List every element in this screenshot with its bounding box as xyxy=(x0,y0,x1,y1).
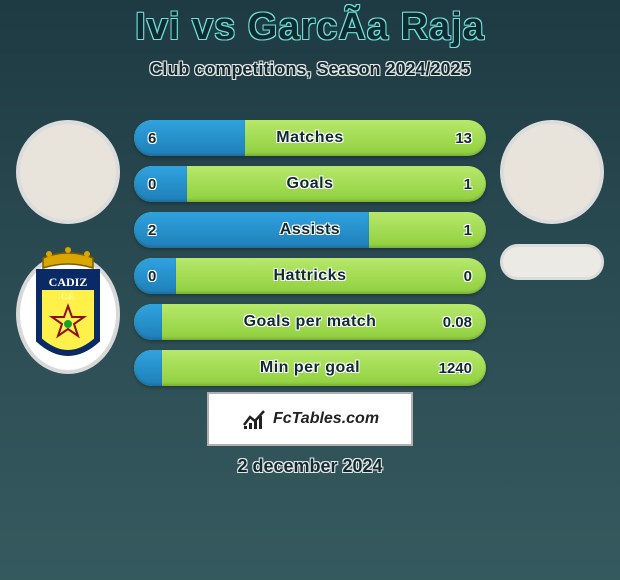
stat-bar: Min per goal1240 xyxy=(134,350,486,386)
right-player-column xyxy=(492,120,612,280)
stat-value-right: 1 xyxy=(464,212,472,248)
stat-label: Assists xyxy=(134,212,486,248)
comparison-card: Ivi vs GarcÃa Raja Club competitions, Se… xyxy=(0,0,620,580)
stat-value-right: 1240 xyxy=(439,350,472,386)
stat-value-right: 0.08 xyxy=(443,304,472,340)
stat-bar: 0Goals1 xyxy=(134,166,486,202)
stat-label: Goals per match xyxy=(134,304,486,340)
stat-label: Hattricks xyxy=(134,258,486,294)
stat-bar: 6Matches13 xyxy=(134,120,486,156)
stat-label: Matches xyxy=(134,120,486,156)
svg-text:CADIZ: CADIZ xyxy=(49,275,88,289)
club-crest-right-placeholder xyxy=(500,244,604,280)
snapshot-date: 2 december 2024 xyxy=(0,456,620,477)
player-right-avatar xyxy=(500,120,604,224)
page-title: Ivi vs GarcÃa Raja xyxy=(0,0,620,49)
stat-value-right: 0 xyxy=(464,258,472,294)
brand-badge[interactable]: FcTables.com xyxy=(207,392,413,446)
brand-text: FcTables.com xyxy=(273,410,379,428)
stat-bar: Goals per match0.08 xyxy=(134,304,486,340)
comparison-bars: 6Matches130Goals12Assists10Hattricks0Goa… xyxy=(134,120,486,386)
fctables-logo-icon xyxy=(241,406,267,432)
stat-value-right: 13 xyxy=(455,120,472,156)
club-crest-left: CADIZ C.F. xyxy=(13,244,123,379)
left-player-column: CADIZ C.F. xyxy=(8,120,128,379)
stat-label: Min per goal xyxy=(134,350,486,386)
player-left-avatar xyxy=(16,120,120,224)
stat-label: Goals xyxy=(134,166,486,202)
stat-bar: 2Assists1 xyxy=(134,212,486,248)
cadiz-crest-icon: CADIZ C.F. xyxy=(13,244,123,374)
svg-text:C.F.: C.F. xyxy=(61,292,74,301)
stat-bar: 0Hattricks0 xyxy=(134,258,486,294)
page-subtitle: Club competitions, Season 2024/2025 xyxy=(0,59,620,80)
stat-value-right: 1 xyxy=(464,166,472,202)
